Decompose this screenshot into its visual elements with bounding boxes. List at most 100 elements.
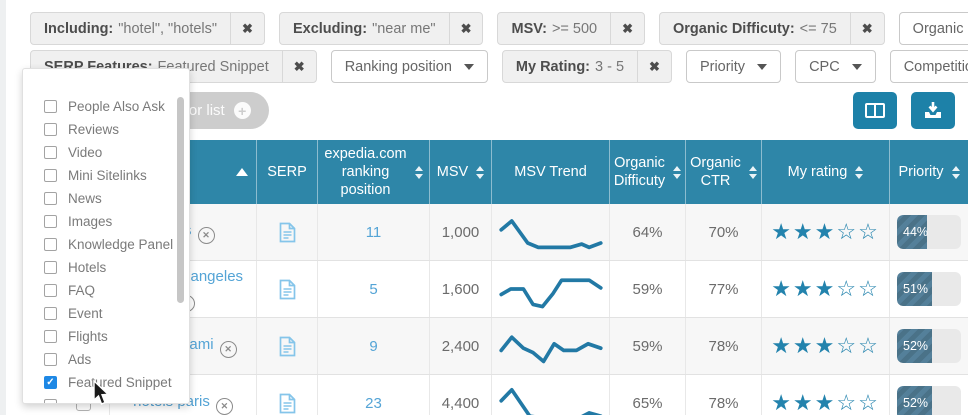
- competition-filter-dropdown[interactable]: Competition: [889, 50, 968, 83]
- header-organic-ctr[interactable]: Organic CTR: [686, 140, 762, 204]
- checkbox-icon[interactable]: [44, 284, 57, 297]
- export-download-button[interactable]: [911, 92, 955, 129]
- organic-difficulty-cell: 64%: [610, 204, 686, 260]
- serp-feature-option[interactable]: [23, 394, 189, 403]
- msv-cell: 1,000: [430, 204, 492, 260]
- checkbox-icon[interactable]: [44, 330, 57, 343]
- serp-features-dropdown-panel: People Also Ask Reviews Video Mini Sitelink…: [22, 68, 190, 404]
- my-rating-cell: ★★★☆☆: [762, 261, 890, 317]
- organic-ctr-filter-dropdown[interactable]: Organic CTR: [898, 12, 968, 45]
- plus-circle-icon: +: [233, 102, 251, 119]
- remove-keyword-icon[interactable]: ✕: [219, 341, 237, 358]
- header-msv[interactable]: MSV: [430, 140, 492, 204]
- ranking-position-link[interactable]: 23: [365, 394, 382, 412]
- priority-filter-dropdown[interactable]: Priority: [685, 50, 782, 83]
- chevron-down-icon: [757, 63, 768, 70]
- checkbox-icon[interactable]: [44, 307, 57, 320]
- header-priority[interactable]: Priority: [890, 140, 968, 204]
- organic-ctr-cell: 70%: [686, 204, 762, 260]
- msv-cell: 2,400: [430, 318, 492, 374]
- sort-icon: [951, 165, 960, 179]
- serp-feature-option-label: Knowledge Panel: [68, 237, 174, 252]
- header-my-rating[interactable]: My rating: [762, 140, 890, 204]
- priority-bar[interactable]: 51%: [897, 272, 961, 306]
- dropdown-scrollbar[interactable]: [177, 97, 184, 303]
- checkbox-checked-icon[interactable]: ✓: [44, 376, 57, 389]
- msv-trend-sparkline: [498, 387, 602, 415]
- serp-feature-option[interactable]: Knowledge Panel: [23, 233, 189, 256]
- checkbox-icon[interactable]: [44, 261, 57, 274]
- remove-keyword-icon[interactable]: ✕: [197, 227, 215, 244]
- remove-filter-icon[interactable]: ✖: [448, 13, 483, 44]
- serp-feature-option-label: Images: [68, 214, 113, 229]
- header-ranking-position[interactable]: expedia.com ranking position: [318, 140, 430, 204]
- star-rating[interactable]: ★★★☆☆: [771, 333, 880, 358]
- ranking-position-link[interactable]: 9: [369, 337, 378, 355]
- remove-filter-icon[interactable]: ✖: [637, 51, 671, 82]
- priority-bar[interactable]: 52%: [897, 329, 961, 363]
- serp-feature-option[interactable]: People Also Ask: [23, 95, 189, 118]
- serp-feature-option[interactable]: Video: [23, 141, 189, 164]
- filter-label: Including:: [44, 20, 114, 37]
- remove-keyword-icon[interactable]: ✕: [215, 398, 233, 415]
- star-rating[interactable]: ★★★☆☆: [771, 276, 880, 301]
- serp-feature-option[interactable]: Images: [23, 210, 189, 233]
- serp-feature-option[interactable]: Reviews: [23, 118, 189, 141]
- star-rating[interactable]: ★★★☆☆: [771, 219, 880, 244]
- checkbox-icon[interactable]: [44, 399, 57, 403]
- serp-feature-option[interactable]: Ads: [23, 348, 189, 371]
- checkbox-icon[interactable]: [44, 123, 57, 136]
- checkbox-icon[interactable]: [44, 100, 57, 113]
- checkbox-icon[interactable]: [44, 169, 57, 182]
- cpc-filter-dropdown[interactable]: CPC: [795, 50, 876, 83]
- page-left-margin: [0, 0, 6, 415]
- ranking-position-link[interactable]: 5: [369, 280, 378, 298]
- remove-filter-icon[interactable]: ✖: [281, 51, 316, 82]
- column-title: Organic CTR: [690, 154, 741, 189]
- checkbox-icon[interactable]: [44, 146, 57, 159]
- column-title: MSV: [436, 163, 469, 180]
- serp-document-icon[interactable]: [279, 279, 296, 300]
- checkbox-icon[interactable]: [44, 238, 57, 251]
- manage-columns-button[interactable]: [853, 92, 897, 129]
- ranking-position-cell: 23: [318, 375, 430, 415]
- ranking-position-link[interactable]: 11: [365, 223, 382, 241]
- serp-document-icon[interactable]: [279, 336, 296, 357]
- checkbox-icon[interactable]: [44, 353, 57, 366]
- serp-feature-option[interactable]: News: [23, 187, 189, 210]
- columns-icon: [865, 103, 885, 118]
- header-serp: SERP: [257, 140, 318, 204]
- remove-filter-icon[interactable]: ✖: [230, 13, 264, 44]
- priority-bar-fill: [897, 215, 928, 249]
- serp-feature-option[interactable]: Mini Sitelinks: [23, 164, 189, 187]
- filter-tag-text: Organic Difficuty: <= 75: [660, 13, 850, 44]
- serp-feature-option-label: Event: [68, 306, 103, 321]
- remove-filter-icon[interactable]: ✖: [849, 13, 884, 44]
- chevron-down-icon: [851, 63, 862, 70]
- serp-feature-option[interactable]: FAQ: [23, 279, 189, 302]
- organic-ctr-cell: 77%: [686, 261, 762, 317]
- ranking-position-filter-dropdown[interactable]: Ranking position: [330, 50, 488, 83]
- serp-document-icon[interactable]: [279, 222, 296, 243]
- serp-feature-option-label: Flights: [68, 329, 108, 344]
- priority-bar[interactable]: 44%: [897, 215, 961, 249]
- serp-feature-option[interactable]: Flights: [23, 325, 189, 348]
- header-organic-difficulty[interactable]: Organic Difficuty: [610, 140, 686, 204]
- serp-feature-option-label: Reviews: [68, 122, 120, 137]
- serp-feature-option[interactable]: Event: [23, 302, 189, 325]
- remove-filter-icon[interactable]: ✖: [610, 13, 644, 44]
- star-rating[interactable]: ★★★☆☆: [771, 390, 880, 415]
- organic-difficulty-cell: 59%: [610, 318, 686, 374]
- column-title: Organic Difficuty: [613, 154, 666, 189]
- serp-document-icon[interactable]: [279, 393, 296, 414]
- sort-icon: [855, 165, 864, 179]
- priority-bar[interactable]: 52%: [897, 386, 961, 415]
- filter-tag-excluding: Excluding: "near me" ✖: [278, 12, 484, 45]
- priority-cell: 51%: [890, 261, 968, 317]
- header-keyword-column[interactable]: [110, 140, 257, 204]
- checkbox-icon[interactable]: [44, 192, 57, 205]
- serp-feature-option[interactable]: ✓ Featured Snippet: [23, 371, 189, 394]
- checkbox-icon[interactable]: [44, 215, 57, 228]
- serp-feature-option[interactable]: Hotels: [23, 256, 189, 279]
- filter-tag-text: Including: "hotel", "hotels": [31, 13, 230, 44]
